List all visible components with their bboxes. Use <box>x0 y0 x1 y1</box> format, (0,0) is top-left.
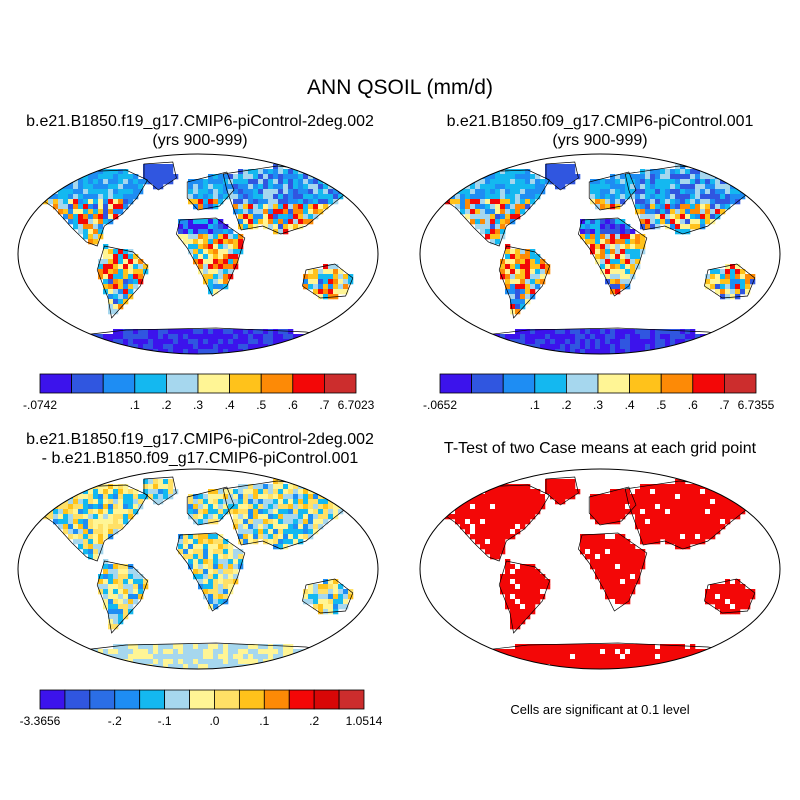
cb3-tick-label: -3.3656 <box>20 714 61 728</box>
cb1-swatch <box>197 373 231 394</box>
panel-2-title-line2: (yrs 900-999) <box>552 132 648 149</box>
cb2-swatch <box>502 373 536 394</box>
cb2-swatch <box>724 373 757 394</box>
cb3-swatch <box>263 689 290 710</box>
cb2-tick-label: .3 <box>593 398 603 412</box>
cb1-tick-label: .5 <box>256 398 266 412</box>
panel-1-title-line1: b.e21.B1850.f19_g17.CMIP6-piControl-2deg… <box>26 113 374 130</box>
cb2-tick-label: .1 <box>530 398 540 412</box>
cb1-tick-label: .3 <box>193 398 203 412</box>
cb2-tick-label: .4 <box>625 398 635 412</box>
cb2-swatch <box>534 373 567 394</box>
cb1-tick-label: .2 <box>161 398 171 412</box>
cb2-swatch <box>471 373 504 394</box>
panel-3-title: b.e21.B1850.f19_g17.CMIP6-piControl-2deg… <box>0 430 400 468</box>
panel-4-title-line1: T-Test of two Case means at each grid po… <box>443 440 757 457</box>
cb2-tick-label: -.0652 <box>423 398 457 412</box>
cb1-swatch <box>323 373 357 394</box>
cb3-tick-label: .2 <box>309 714 319 728</box>
cb3-tick-label: 1.0514 <box>346 714 383 728</box>
cb3-swatch <box>39 689 66 710</box>
cb1-swatch <box>102 373 136 394</box>
cb2-tick-label: 6.7355 <box>738 398 775 412</box>
cb3-swatch <box>139 689 166 710</box>
cb3-swatch <box>189 689 215 710</box>
cb1-tick-label: 6.7023 <box>338 398 375 412</box>
cb2-tick-label: .7 <box>719 398 729 412</box>
cb1-swatch <box>165 373 199 394</box>
panel-2-title-line1: b.e21.B1850.f09_g17.CMIP6-piControl.001 <box>446 113 754 130</box>
cb2-swatch <box>566 373 599 394</box>
cb3-swatch <box>64 689 91 710</box>
cb2-tick-label: .5 <box>656 398 666 412</box>
cb1-swatch <box>71 373 104 394</box>
panel-3-map <box>17 468 379 670</box>
panel-3-title-line2: - b.e21.B1850.f09_g17.CMIP6-piControl.00… <box>41 450 359 467</box>
cb3-swatch <box>338 689 365 710</box>
cb1-tick-label: -.0742 <box>23 398 57 412</box>
cb2-swatch <box>629 373 662 394</box>
map-p4-cells <box>435 479 766 669</box>
panel-4-map <box>419 468 781 670</box>
figure-title: ANN QSOIL (mm/d) <box>307 76 493 99</box>
panel-1-title-line2: (yrs 900-999) <box>152 132 248 149</box>
colorbar-3: -3.3656 -.2 -.1 .0 .1 .2 1.0514 <box>20 689 383 728</box>
cb3-swatch <box>164 689 190 710</box>
cb2-swatch <box>660 373 694 394</box>
cb3-swatch <box>214 689 240 710</box>
panel-1-title: b.e21.B1850.f19_g17.CMIP6-piControl-2deg… <box>0 112 400 150</box>
cb3-tick-label: .1 <box>259 714 269 728</box>
significance-note: Cells are significant at 0.1 level <box>510 702 690 717</box>
map-p3-cells <box>33 479 364 669</box>
cb3-swatch <box>313 689 340 710</box>
cb2-swatch <box>692 373 725 394</box>
cb3-swatch <box>288 689 315 710</box>
cb2-swatch <box>439 373 473 394</box>
cb1-swatch <box>39 373 73 394</box>
cb2-tick-label: .2 <box>561 398 571 412</box>
cb3-tick-label: -.1 <box>158 714 172 728</box>
panel-3-title-line1: b.e21.B1850.f19_g17.CMIP6-piControl-2deg… <box>26 431 374 448</box>
cb1-tick-label: .7 <box>319 398 329 412</box>
map-p2-cells <box>435 164 766 354</box>
map-p2-border <box>419 153 781 355</box>
cb3-swatch <box>114 689 141 710</box>
colorbar-1: -.0742 .1 .2 .3 .4 .5 .6 .7 6.7023 <box>23 373 375 412</box>
cb1-tick-label: .6 <box>288 398 298 412</box>
cb1-swatch <box>260 373 294 394</box>
cb1-swatch <box>229 373 262 394</box>
map-p4-border <box>419 468 781 670</box>
panel-4-title: T-Test of two Case means at each grid po… <box>400 439 800 458</box>
cb3-swatch <box>238 689 265 710</box>
cb1-swatch <box>134 373 167 394</box>
cb1-swatch <box>292 373 325 394</box>
cb1-tick-label: .4 <box>225 398 235 412</box>
cb2-tick-label: .6 <box>688 398 698 412</box>
panel-2-title: b.e21.B1850.f09_g17.CMIP6-piControl.001 … <box>400 112 800 150</box>
map-p3-border <box>17 468 379 670</box>
cb3-swatch <box>89 689 116 710</box>
cb3-tick-label: -.2 <box>108 714 122 728</box>
map-p1-cells <box>33 164 364 354</box>
panel-1-map <box>17 153 379 355</box>
cb1-tick-label: .1 <box>130 398 140 412</box>
colorbar-2: -.0652 .1 .2 .3 .4 .5 .6 .7 6.7355 <box>423 373 775 412</box>
map-p1-border <box>17 153 379 355</box>
panel-2-map <box>419 153 781 355</box>
cb2-swatch <box>597 373 631 394</box>
cb3-tick-label: .0 <box>209 714 219 728</box>
